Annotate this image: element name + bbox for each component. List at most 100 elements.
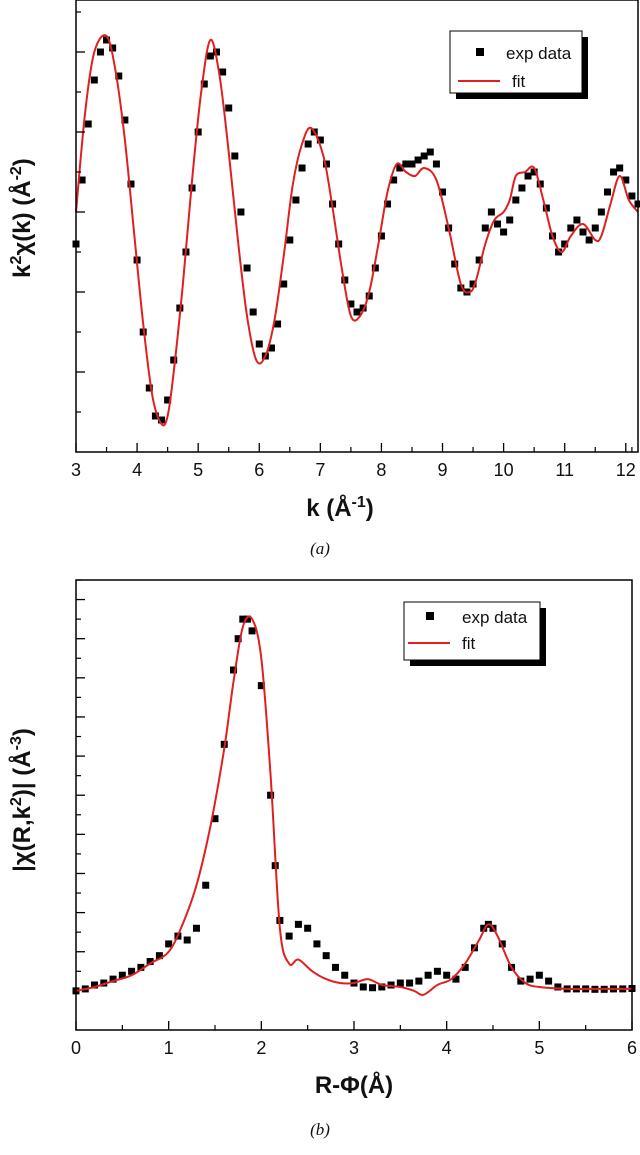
a-exp-data-point bbox=[286, 236, 294, 244]
a-exp-data-point bbox=[506, 216, 514, 224]
b-exp-data-point bbox=[202, 881, 210, 889]
b-exp-data-point bbox=[396, 979, 404, 987]
b-exp-data-point bbox=[452, 975, 460, 983]
a-exp-data-point bbox=[451, 260, 459, 268]
b-xtick-label: 1 bbox=[164, 1038, 174, 1058]
a-exp-data-point bbox=[243, 264, 251, 272]
a-data-marks bbox=[72, 34, 640, 427]
b-exp-data-point bbox=[341, 971, 349, 979]
b-exp-data-point bbox=[211, 815, 219, 823]
a-plot-frame bbox=[75, 0, 639, 453]
b-exp-data-point bbox=[359, 983, 367, 991]
b-exp-data-point bbox=[146, 958, 154, 966]
a-xtick-label: 7 bbox=[315, 460, 325, 480]
a-exp-data-point bbox=[585, 236, 593, 244]
b-exp-data-point bbox=[128, 967, 136, 975]
b-exp-data-point bbox=[257, 682, 265, 690]
chart-panel-a: 3 4 5 6 7 8 9 10 11 12 k (Å-1) k2χ(k) (Å-2) exp d… bbox=[8, 0, 640, 558]
a-exp-data-point bbox=[103, 36, 111, 44]
a-exp-data-point bbox=[530, 168, 538, 176]
a-exp-data-point bbox=[151, 412, 159, 420]
a-legend-box bbox=[449, 30, 583, 94]
b-exp-data-point bbox=[230, 666, 238, 674]
a-xtick-label: 6 bbox=[254, 460, 264, 480]
a-exp-data-point bbox=[267, 344, 275, 352]
chart-panel-b: 0 1 2 3 4 5 6 R-Φ(Å) |χ(R,k2)| (Å-3) exp data … bbox=[8, 579, 637, 1139]
b-exp-data-point bbox=[109, 975, 117, 983]
b-legend-data-label: exp data bbox=[462, 608, 528, 627]
a-exp-data-point bbox=[377, 232, 385, 240]
a-ticks: 3 4 5 6 7 8 9 10 11 12 bbox=[71, 11, 636, 480]
b-exp-data-point bbox=[183, 936, 191, 944]
a-legend-data-label: exp data bbox=[506, 44, 572, 63]
a-exp-data-point bbox=[396, 164, 404, 172]
a-exp-data-point bbox=[158, 416, 166, 424]
a-exp-data-point bbox=[457, 284, 465, 292]
b-exp-data-point bbox=[545, 977, 553, 985]
b-exp-data-point bbox=[294, 920, 302, 928]
b-legend: exp data fit bbox=[403, 601, 546, 666]
a-exp-data-point bbox=[365, 292, 373, 300]
a-exp-data-point bbox=[610, 168, 618, 176]
a-exp-data-point bbox=[341, 276, 349, 284]
b-exp-data-point bbox=[424, 971, 432, 979]
b-exp-data-point bbox=[118, 971, 126, 979]
a-exp-data-point bbox=[115, 72, 123, 80]
a-exp-data-point bbox=[512, 196, 520, 204]
a-exp-data-point bbox=[555, 248, 563, 256]
a-exp-data-point bbox=[426, 148, 434, 156]
b-exp-data-point bbox=[554, 983, 562, 991]
a-exp-data-point bbox=[402, 160, 410, 168]
a-exp-data-point bbox=[579, 228, 587, 236]
a-exp-data-point bbox=[322, 160, 330, 168]
a-exp-data-point bbox=[561, 240, 569, 248]
a-exp-data-point bbox=[371, 264, 379, 272]
b-ylabel: |χ(R,k2)| (Å-3) bbox=[8, 728, 36, 872]
a-exp-data-point bbox=[518, 184, 526, 192]
a-legend-fit-label: fit bbox=[512, 72, 526, 91]
a-exp-data-point bbox=[96, 48, 104, 56]
b-xtick-label: 2 bbox=[256, 1038, 266, 1058]
a-xtick-label: 10 bbox=[494, 460, 514, 480]
b-exp-data-point bbox=[369, 984, 377, 992]
b-exp-data-point bbox=[331, 963, 339, 971]
b-exp-data-point bbox=[285, 932, 293, 940]
b-plot-frame bbox=[75, 579, 633, 1031]
a-exp-data-point bbox=[78, 176, 86, 184]
a-exp-data-point bbox=[237, 208, 245, 216]
a-xtick-label: 11 bbox=[555, 460, 574, 480]
b-exp-data-point bbox=[461, 963, 469, 971]
a-xtick-label: 9 bbox=[438, 460, 448, 480]
a-exp-data-point bbox=[414, 156, 422, 164]
b-exp-data-point bbox=[443, 971, 451, 979]
b-exp-data-point bbox=[243, 615, 251, 623]
a-exp-data-point bbox=[225, 104, 233, 112]
b-fit-curve bbox=[75, 615, 632, 996]
a-exp-data-point bbox=[591, 224, 599, 232]
b-exp-data-point bbox=[192, 924, 200, 932]
b-exp-data-point bbox=[165, 940, 173, 948]
a-fit-curve bbox=[75, 34, 639, 427]
b-exp-data-point bbox=[91, 981, 99, 989]
a-exp-data-point bbox=[84, 120, 92, 128]
b-exp-data-point bbox=[517, 977, 525, 985]
b-exp-data-point bbox=[433, 967, 441, 975]
a-exp-data-point bbox=[249, 308, 257, 316]
a-legend-data-marker bbox=[476, 48, 484, 56]
a-xtick-label: 4 bbox=[132, 460, 142, 480]
b-exp-data-point bbox=[480, 924, 488, 932]
b-exp-data-point bbox=[137, 963, 145, 971]
a-exp-data-point bbox=[408, 160, 416, 168]
b-exp-data-point bbox=[155, 952, 163, 960]
b-legend-box bbox=[403, 601, 541, 661]
a-exp-data-point bbox=[628, 192, 636, 200]
b-ticks: 0 1 2 3 4 5 6 bbox=[71, 579, 637, 1058]
a-exp-data-point bbox=[494, 220, 501, 228]
a-exp-data-point bbox=[524, 172, 532, 180]
a-legend: exp data fit bbox=[449, 30, 588, 99]
a-exp-data-point bbox=[219, 68, 227, 76]
a-exp-data-point bbox=[420, 152, 428, 160]
b-exp-data-point bbox=[322, 952, 330, 960]
a-exp-data-point bbox=[109, 44, 117, 52]
